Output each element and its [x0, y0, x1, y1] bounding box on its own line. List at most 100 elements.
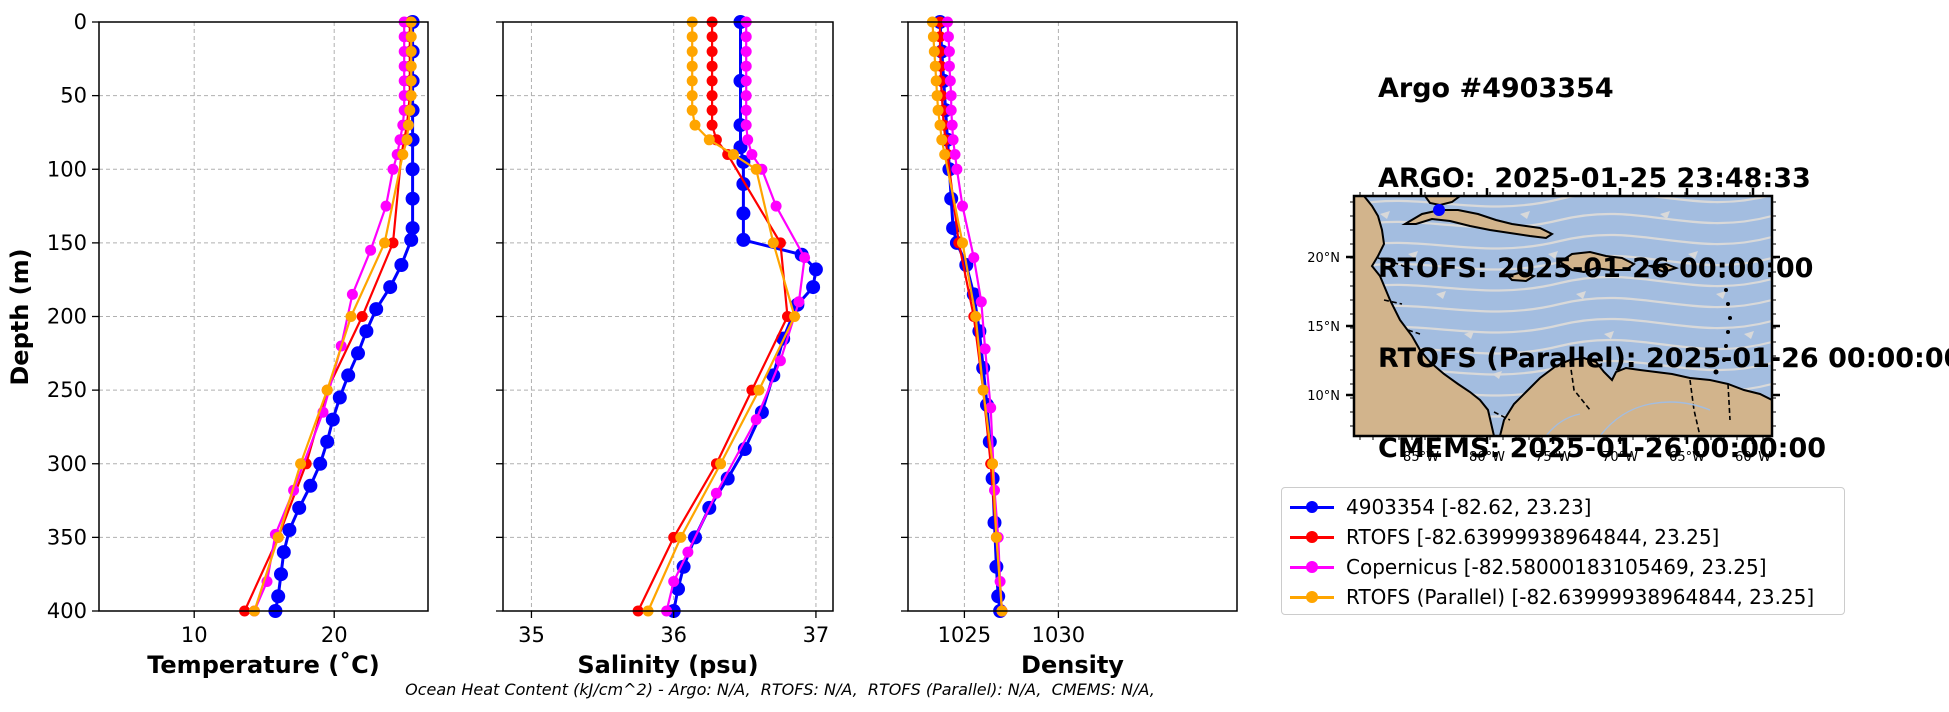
- streamline-arrow: [1492, 371, 1502, 379]
- x-tick-label: 35: [518, 623, 545, 647]
- data-point: [727, 149, 739, 160]
- data-point: [404, 232, 419, 247]
- data-point: [686, 60, 698, 72]
- map-land-florida: [1423, 196, 1462, 207]
- data-point: [351, 346, 365, 361]
- x-axis-label: Density: [1021, 651, 1124, 679]
- x-tick-label: 37: [803, 623, 830, 647]
- streamline-arrow: [1716, 291, 1726, 299]
- data-point: [957, 200, 968, 212]
- map-lon-label: 60°W: [1735, 450, 1771, 465]
- data-point: [989, 559, 1004, 574]
- map-lat-label: 20°N: [1307, 251, 1340, 266]
- data-point: [686, 90, 698, 102]
- streamline-arrow: [1604, 331, 1614, 339]
- x-tick-label: 10: [181, 623, 208, 647]
- legend-swatch: [1290, 582, 1334, 612]
- map-land-central-america: [1354, 196, 1496, 436]
- ocean-heat-content-footer: Ocean Heat Content (kJ/cm^2) - Argo: N/A…: [405, 680, 1155, 699]
- series-line-3: [931, 21, 1004, 612]
- x-tick-label: 20: [321, 623, 348, 647]
- legend-label: RTOFS (Parallel) [-82.63999938964844, 23…: [1346, 585, 1815, 609]
- data-point: [276, 545, 291, 560]
- data-point: [975, 296, 987, 308]
- map-lon-label: 65°W: [1669, 450, 1705, 465]
- legend-item-argo: 4903354 [-82.62, 23.23]: [1282, 492, 1591, 522]
- data-point: [380, 200, 392, 212]
- data-point: [799, 252, 811, 264]
- streamline: [1354, 317, 1772, 334]
- data-point: [706, 90, 718, 102]
- legend-item-rtofs-parallel: RTOFS (Parallel) [-82.63999938964844, 23…: [1282, 582, 1814, 612]
- title-line-cmems-time: CMEMS: 2025-01-26 00:00:00: [1378, 433, 1827, 464]
- series-line-1: [637, 22, 789, 612]
- streamline-arrow: [1408, 251, 1418, 259]
- streamline-arrow: [1576, 291, 1586, 299]
- map-lon-label: 85°W: [1403, 450, 1439, 465]
- data-point: [944, 75, 956, 87]
- data-point: [668, 576, 680, 587]
- streamline: [1354, 196, 1772, 208]
- data-point: [321, 384, 333, 396]
- data-point: [706, 60, 718, 72]
- streamline: [1354, 275, 1772, 292]
- data-point: [387, 163, 399, 175]
- data-point: [675, 531, 687, 543]
- legend-swatch: [1290, 552, 1334, 582]
- data-point: [341, 368, 356, 383]
- data-point: [936, 134, 948, 146]
- data-point: [369, 302, 384, 317]
- data-point: [740, 90, 752, 102]
- y-tick-label: 50: [60, 84, 87, 108]
- data-point: [947, 134, 959, 146]
- streamline: [1354, 296, 1772, 313]
- data-point: [968, 252, 980, 264]
- legend-item-copernicus: Copernicus [-82.58000183105469, 23.25]: [1282, 552, 1767, 582]
- legend: 4903354 [-82.62, 23.23] RTOFS [-82.63999…: [1281, 487, 1845, 615]
- y-tick-label: 350: [47, 525, 87, 549]
- data-point: [686, 31, 698, 43]
- data-point: [742, 134, 754, 146]
- data-point: [402, 119, 414, 131]
- map-land-puerto-rico: [1646, 262, 1679, 274]
- data-point: [944, 191, 959, 206]
- data-point: [740, 104, 752, 116]
- y-tick-label: 250: [47, 378, 87, 402]
- data-point: [928, 46, 940, 57]
- data-point: [987, 458, 999, 470]
- data-point: [949, 149, 961, 160]
- data-point: [404, 104, 416, 116]
- profile-panel-3: 1025 1030 Density: [901, 15, 1238, 679]
- data-point: [740, 31, 752, 43]
- map-float-marker: [1433, 204, 1445, 216]
- data-point: [736, 232, 751, 247]
- map-land-jamaica: [1506, 270, 1537, 283]
- data-point: [710, 487, 722, 499]
- y-tick-label: 150: [47, 231, 87, 255]
- data-point: [686, 75, 698, 87]
- data-point: [706, 46, 718, 57]
- data-point: [750, 414, 762, 426]
- profile-panels: 0 50 100 150 200 250 300 350 400 10 20 Temperature …: [47, 10, 1238, 679]
- data-point: [405, 191, 420, 206]
- data-point: [946, 119, 958, 131]
- data-point: [272, 531, 284, 543]
- map-rivers: [1545, 401, 1711, 436]
- data-point: [934, 119, 946, 131]
- data-point: [387, 237, 399, 249]
- title-line-rtofs-parallel-time: RTOFS (Parallel): 2025-01-26 00:00:00: [1378, 343, 1949, 374]
- x-tick-label: 1030: [1032, 623, 1085, 647]
- data-point: [345, 311, 357, 322]
- data-point: [295, 458, 307, 470]
- legend-label: Copernicus [-82.58000183105469, 23.25]: [1346, 555, 1767, 579]
- data-point: [332, 390, 347, 405]
- data-point: [379, 237, 391, 249]
- legend-label: 4903354 [-82.62, 23.23]: [1346, 495, 1592, 519]
- data-point: [706, 104, 718, 116]
- legend-swatch: [1290, 492, 1334, 522]
- data-point: [939, 149, 951, 160]
- data-point: [740, 60, 752, 72]
- map-land-lesser-antilles: [1713, 274, 1732, 375]
- title-line-argo-id: Argo #4903354: [1378, 73, 1614, 104]
